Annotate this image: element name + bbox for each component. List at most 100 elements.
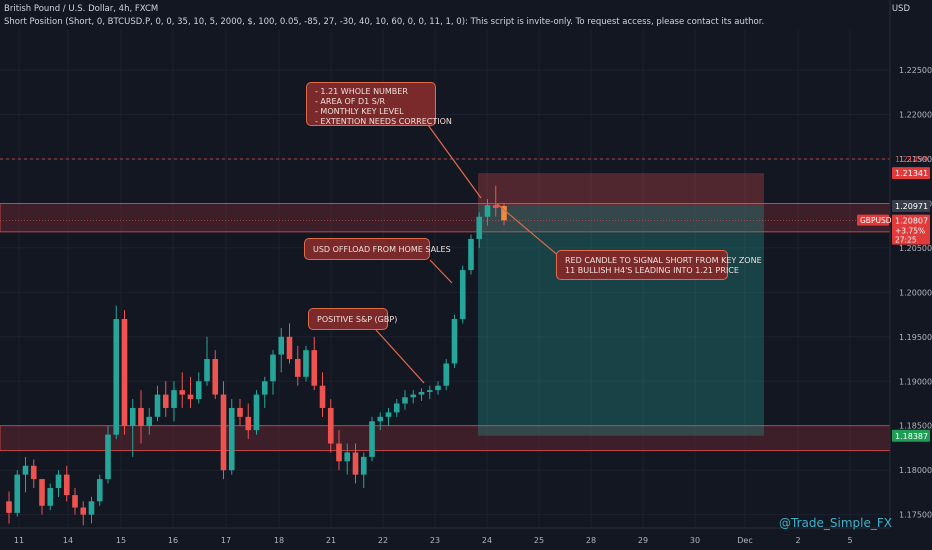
symbol-tag: GBPUSD [860, 216, 892, 225]
callout-whole-number: - 1.21 WHOLE NUMBER - AREA OF D1 S/R - M… [306, 82, 452, 126]
candle-body [22, 465, 29, 475]
stop-loss-zone [478, 173, 764, 206]
candle-body [385, 412, 392, 417]
currency-label: USD [891, 4, 910, 14]
candle-body [303, 350, 309, 377]
candle-body [327, 407, 334, 444]
y-tick-label: 1.22500 [899, 66, 932, 75]
x-tick-label: 30 [690, 536, 700, 545]
candle-body [171, 390, 177, 408]
stop-price-tag-bg [892, 167, 930, 180]
candle-body [245, 416, 252, 431]
y-tick-label: 1.22000 [899, 110, 932, 119]
callout-positive-sp: POSITIVE S&P (GBP) [308, 308, 397, 330]
x-tick-label: 29 [638, 536, 648, 545]
candle-body [336, 443, 342, 462]
x-tick-label: 15 [116, 536, 126, 545]
candle-body [88, 501, 95, 515]
last-price-tag-bg [892, 214, 930, 245]
candle-body [63, 474, 70, 496]
watermark: @Trade_Simple_FX [779, 516, 892, 530]
y-tick-label: 1.20500 [899, 244, 932, 253]
indicator-legend: Short Position (Short, 0, BTCUSD.P, 0, 0… [4, 17, 765, 27]
candle-body [30, 465, 37, 480]
callout-usd-offload: USD OFFLOAD FROM HOME SALES [304, 238, 451, 260]
x-tick-label: 18 [274, 536, 284, 545]
y-tick-label: 1.17500 [899, 511, 932, 520]
x-tick-label: 24 [482, 536, 492, 545]
candle-body [369, 421, 375, 457]
candle-body [311, 350, 318, 386]
x-tick-label: 5 [847, 536, 852, 545]
x-tick-label: 22 [378, 536, 388, 545]
candle-body [294, 359, 301, 377]
callout-red-candle: RED CANDLE TO SIGNAL SHORT FROM KEY ZONE… [556, 250, 762, 280]
y-tick-label: 1.20000 [899, 288, 932, 297]
candle-body [237, 407, 243, 417]
candle-body [286, 336, 293, 360]
candle-body [377, 416, 384, 422]
last-price-tag: 1.20807 [895, 217, 928, 226]
candle-body [14, 474, 21, 513]
y-tick-label: 1.19000 [899, 377, 932, 386]
candle-body [352, 452, 359, 475]
candle-body [344, 452, 351, 462]
symbol-tag-bg [857, 214, 889, 226]
stop-price-tag: 1.21341 [895, 169, 928, 178]
candle-body [187, 394, 194, 400]
bar-countdown: 27:25 [895, 236, 917, 245]
candle-body [96, 479, 103, 502]
candle-body [179, 390, 186, 395]
candle-body [253, 394, 260, 431]
candle-body [105, 434, 111, 480]
candle-body [47, 487, 54, 506]
candle-body [393, 403, 400, 413]
y-tick-label: 1.21500 [899, 155, 932, 164]
pointer-line-4 [496, 203, 561, 258]
x-tick-label: 14 [63, 536, 73, 545]
candle-body [6, 501, 12, 513]
change-percent: +3.75% [895, 227, 925, 236]
candle-body [270, 354, 276, 382]
candle-body [129, 407, 136, 426]
candle-body [476, 216, 483, 239]
candle-body [319, 385, 326, 408]
symbol-title: British Pound / U.S. Dollar, 4h, FXCM [4, 4, 159, 14]
candle-body [138, 407, 144, 426]
x-tick-label: 23 [430, 536, 440, 545]
x-tick-label: 16 [168, 536, 178, 545]
entry-price-tag-bg [892, 199, 930, 212]
pointer-line-1 [427, 124, 482, 199]
candle-body [220, 394, 227, 471]
candle-body [121, 319, 128, 426]
candle-body [146, 416, 153, 426]
y-tick-label: 1.18500 [899, 422, 932, 431]
x-tick-label: 25 [534, 536, 544, 545]
candle-body [360, 456, 367, 475]
candle-body [154, 394, 161, 417]
candle-body [426, 390, 433, 392]
key-zone-1 [0, 203, 891, 233]
y-tick-label: 1.18000 [899, 466, 932, 475]
x-tick-label: 17 [221, 536, 231, 545]
candle-body [278, 336, 285, 355]
candle-body [72, 495, 78, 508]
candle-body [501, 206, 507, 221]
key-zone-2 [0, 425, 891, 452]
x-tick-label: Dec [737, 536, 752, 545]
candle-body [204, 359, 210, 382]
candle-body [195, 381, 202, 400]
candle-body [113, 319, 120, 435]
candle-body [484, 205, 491, 217]
target-price-tag-bg [892, 429, 930, 442]
x-tick-label: 11 [14, 536, 24, 545]
candle-body [459, 270, 466, 320]
candle-body [402, 397, 408, 404]
target-price-tag: 1.18387 [895, 432, 928, 441]
entry-price-tag: 1.20971 [895, 202, 928, 211]
candle-body [162, 394, 169, 408]
candle-body [80, 507, 87, 515]
price-axis-panel [890, 0, 932, 550]
y-tick-label: 1.19500 [899, 333, 932, 342]
